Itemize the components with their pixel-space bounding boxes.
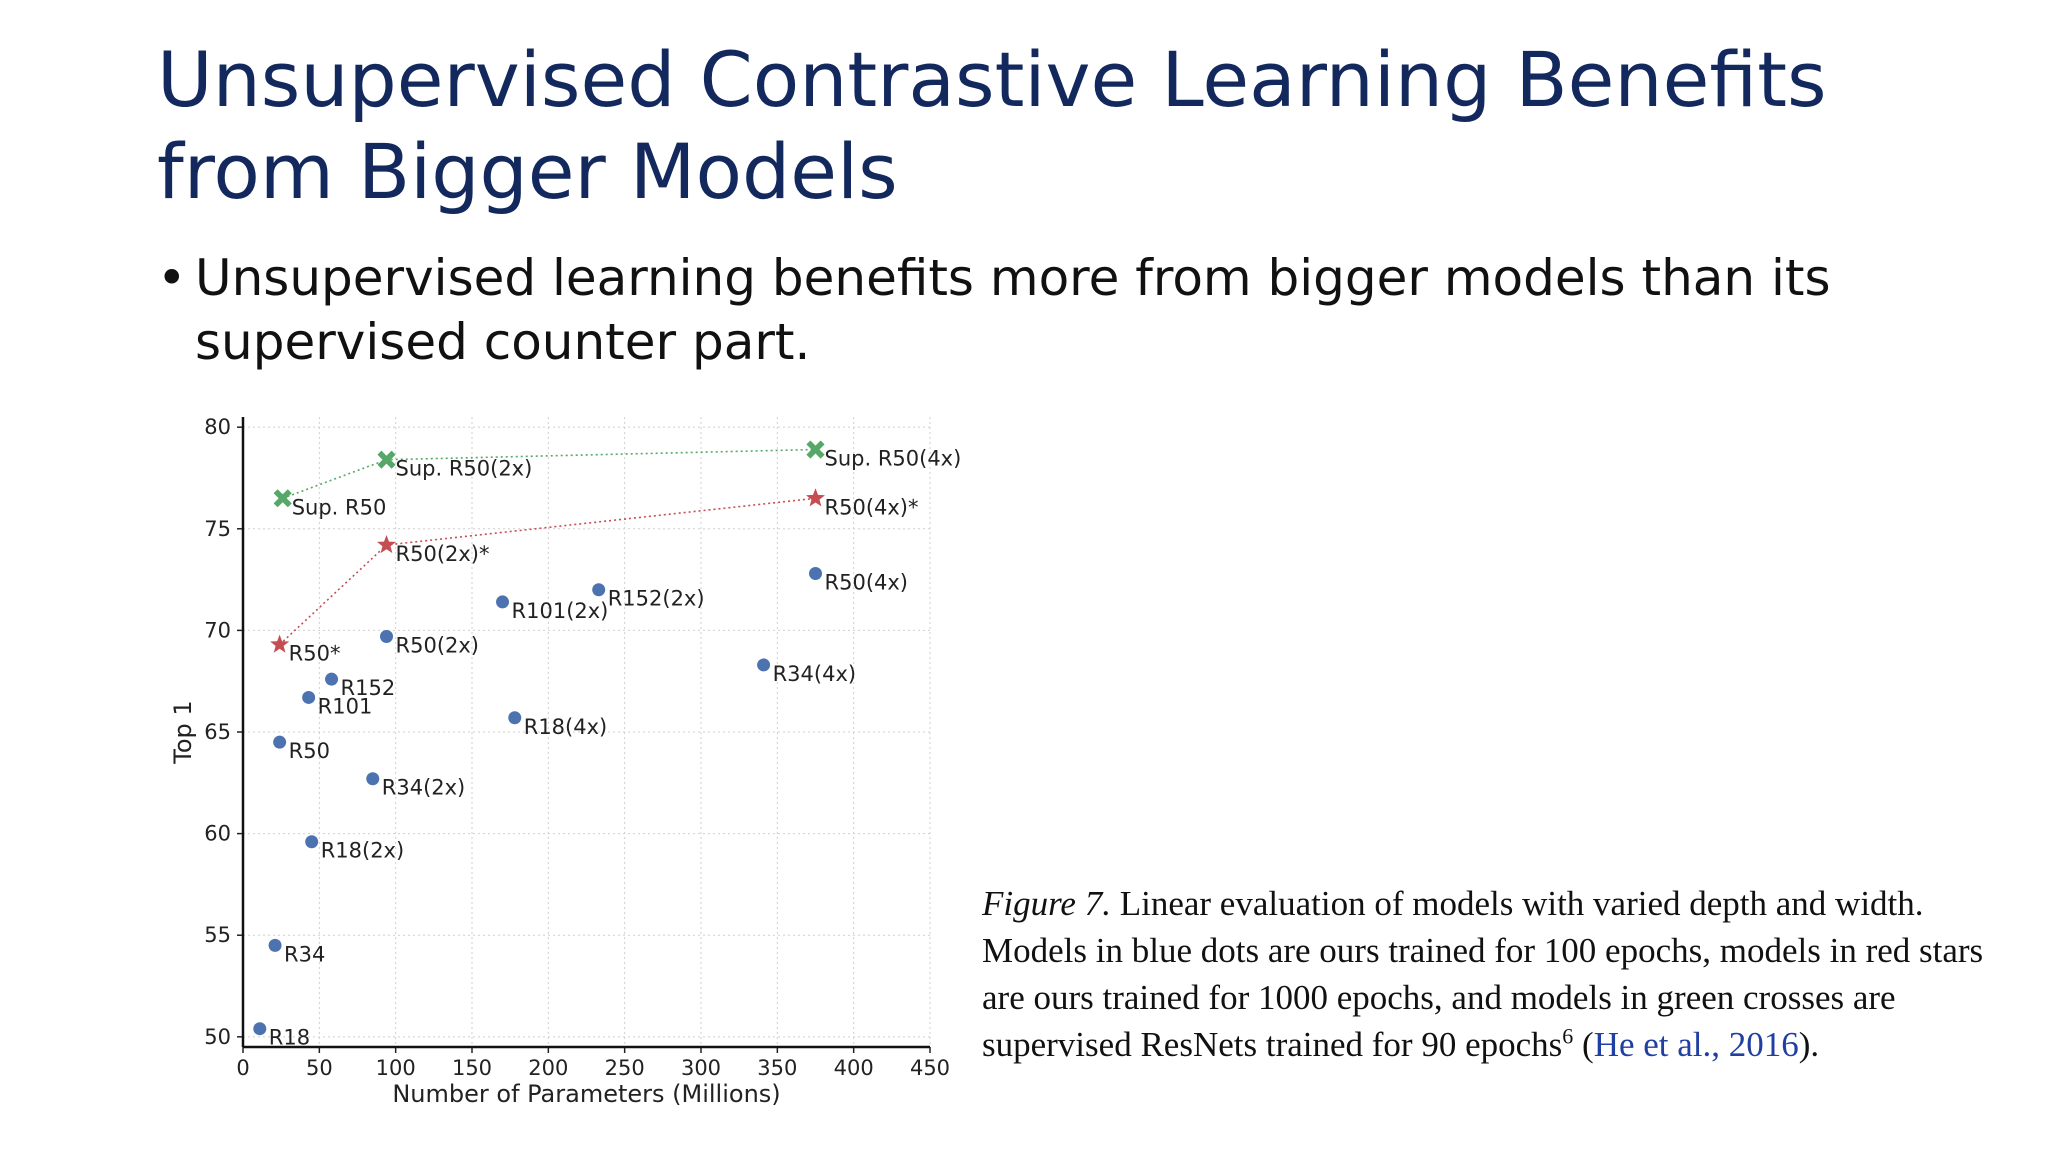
data-point-star	[377, 535, 396, 554]
data-point-dot	[253, 1022, 267, 1036]
y-tick-label: 55	[204, 923, 231, 947]
y-tick-label: 65	[204, 720, 231, 744]
bullet-item: • Unsupervised learning benefits more fr…	[157, 246, 1957, 374]
series-connector-line	[282, 448, 816, 500]
data-point-label: R18(2x)	[321, 839, 405, 863]
data-point-dot	[268, 938, 282, 952]
data-point-label: R152(2x)	[608, 587, 705, 611]
data-point-dot	[325, 672, 339, 686]
citation-link[interactable]: He et al., 2016	[1593, 1025, 1799, 1064]
data-point-label: R101(2x)	[512, 599, 609, 623]
x-tick-label: 200	[528, 1056, 568, 1080]
data-point-dot	[273, 735, 287, 749]
data-point-label: R34(2x)	[382, 776, 466, 800]
data-point-label: R50*	[289, 642, 341, 666]
data-point-label: R101	[318, 694, 373, 718]
data-marks	[253, 440, 825, 1036]
data-point-label: R50(4x)	[825, 570, 909, 594]
data-point-label: R18(4x)	[524, 715, 608, 739]
data-point-cross	[806, 440, 825, 459]
scatter-chart: 0 50 100 150 200 250 300 350 400 4505055606570758…	[169, 415, 962, 1108]
data-point-label: Sup. R50	[292, 495, 387, 519]
y-tick-label: 75	[204, 517, 231, 541]
data-point-label: Sup. R50(2x)	[396, 457, 533, 481]
data-point-dot	[508, 711, 522, 725]
x-tick-label: 450	[910, 1056, 950, 1080]
data-point-label: R34	[284, 942, 325, 966]
tick-labels: 0 50 100 150 200 250 300 350 400 4505055606570758…	[204, 415, 950, 1080]
slide-title: Unsupervised Contrastive Learning Benefi…	[157, 35, 1827, 216]
x-tick-label: 0	[236, 1056, 249, 1080]
axes	[237, 417, 931, 1053]
data-point-label: R34(4x)	[773, 662, 857, 686]
figure-caption: Figure 7. Linear evaluation of models wi…	[982, 880, 2012, 1068]
y-tick-label: 70	[204, 618, 231, 642]
x-tick-label: 150	[452, 1056, 492, 1080]
caption-open-paren: (	[1573, 1025, 1594, 1064]
data-point-label: R50(2x)*	[396, 542, 490, 566]
data-point-dot	[366, 772, 380, 786]
data-point-label: R18	[269, 1026, 310, 1050]
x-tick-label: 350	[757, 1056, 797, 1080]
bullet-dot-icon: •	[157, 249, 187, 307]
data-point-label: R50(4x)*	[825, 495, 919, 519]
caption-text: Linear evaluation of models with varied …	[982, 884, 1984, 1064]
y-tick-label: 80	[204, 415, 231, 439]
data-point-label: R152	[341, 676, 396, 700]
caption-close-paren: ).	[1798, 1025, 1820, 1064]
data-point-star	[270, 634, 290, 653]
figure-label: Figure 7.	[982, 884, 1111, 923]
x-axis-title: Number of Parameters (Millions)	[392, 1080, 780, 1108]
x-tick-label: 100	[376, 1056, 416, 1080]
data-point-cross	[273, 489, 292, 508]
data-point-dot	[380, 629, 394, 643]
x-tick-label: 300	[681, 1056, 721, 1080]
data-point-dot	[305, 835, 319, 849]
data-point-label: R50	[289, 739, 330, 763]
x-tick-label: 50	[306, 1056, 333, 1080]
x-tick-label: 250	[605, 1056, 645, 1080]
x-tick-label: 400	[834, 1056, 874, 1080]
data-point-dot	[757, 658, 771, 672]
bullet-text: Unsupervised learning benefits more from…	[195, 249, 1831, 371]
grid-layer	[242, 417, 931, 1047]
data-point-dot	[592, 583, 606, 597]
footnote-marker: 6	[1562, 1023, 1574, 1049]
y-tick-label: 50	[204, 1025, 231, 1049]
data-point-dot	[809, 566, 822, 580]
data-point-cross	[377, 450, 396, 469]
data-point-label: R50(2x)	[396, 633, 480, 657]
data-point-label: Sup. R50(4x)	[825, 447, 962, 471]
data-point-star	[806, 488, 825, 507]
data-point-dot	[496, 595, 510, 609]
data-point-dot	[302, 690, 316, 704]
y-tick-label: 60	[204, 822, 231, 846]
y-axis-title: Top 1	[169, 700, 197, 764]
